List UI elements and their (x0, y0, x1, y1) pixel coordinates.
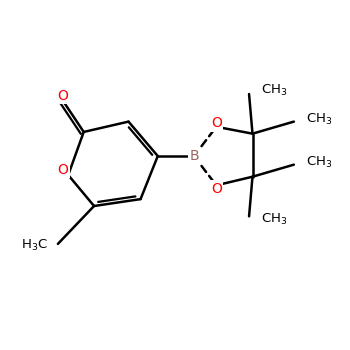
Text: O: O (58, 163, 69, 177)
Text: O: O (211, 182, 222, 196)
Text: CH$_3$: CH$_3$ (261, 212, 288, 228)
Text: CH$_3$: CH$_3$ (261, 83, 288, 98)
Text: H$_3$C: H$_3$C (21, 238, 48, 253)
Text: O: O (211, 116, 222, 130)
Text: O: O (58, 89, 69, 103)
Text: CH$_3$: CH$_3$ (306, 155, 332, 170)
Text: CH$_3$: CH$_3$ (306, 112, 332, 127)
Text: B: B (189, 149, 199, 163)
